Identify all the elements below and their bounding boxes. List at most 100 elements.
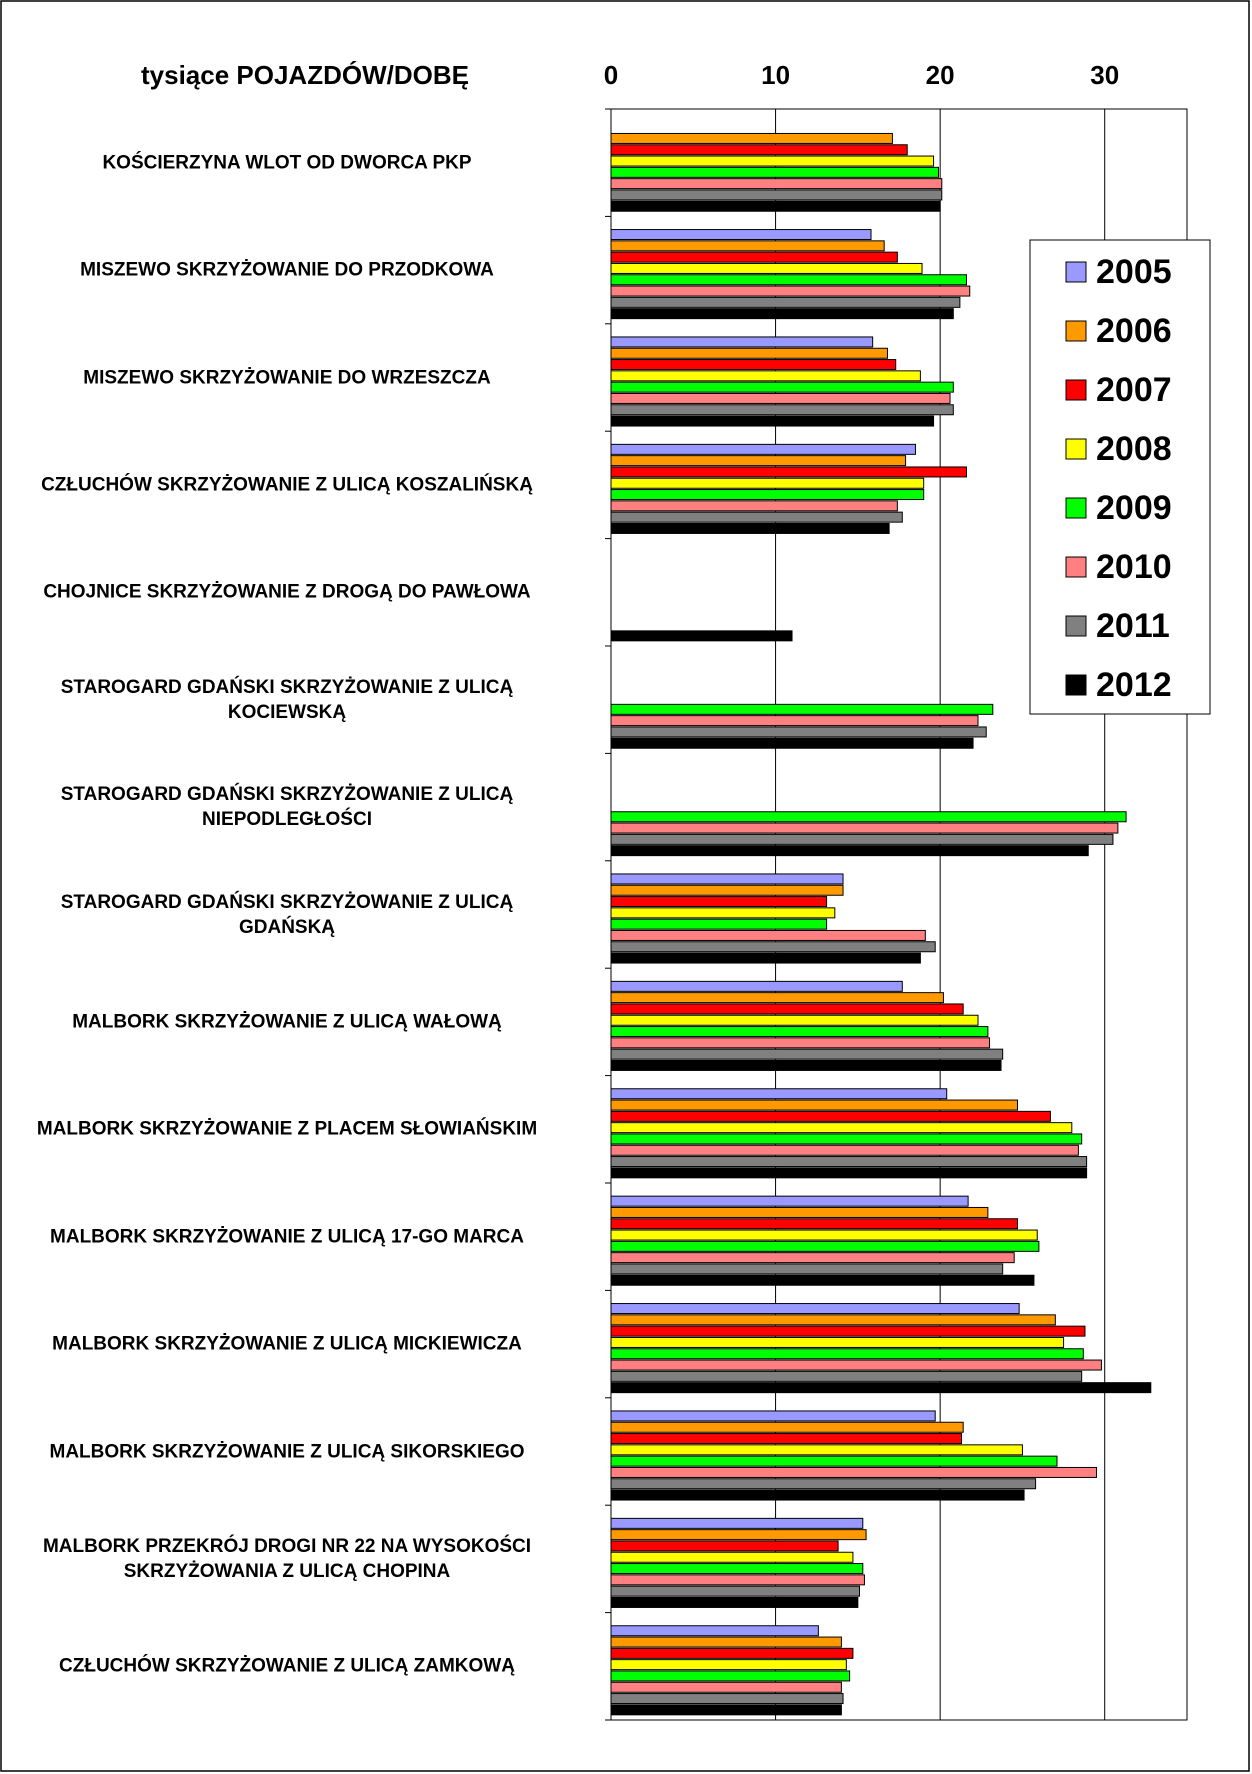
y-tick-label: MALBORK SKRZYŻOWANIE Z ULICĄ 17-GO MARCA	[50, 1226, 524, 1248]
legend-label: 2005	[1096, 253, 1172, 291]
bar	[610, 1099, 1018, 1111]
bar	[610, 1314, 1056, 1326]
bar	[610, 822, 1119, 834]
bar	[610, 1410, 936, 1422]
bar	[610, 285, 971, 297]
bar	[610, 1681, 842, 1693]
bar	[610, 132, 893, 144]
bar	[610, 455, 907, 467]
bar	[610, 845, 1089, 857]
bar	[610, 1563, 864, 1575]
bar	[610, 1240, 1040, 1252]
legend-label: 2008	[1096, 430, 1172, 468]
bar	[610, 200, 941, 212]
bar	[610, 1167, 1088, 1179]
bar	[610, 251, 898, 263]
bar	[610, 1325, 1086, 1337]
bar	[610, 1348, 1084, 1360]
x-tick-label: 0	[604, 60, 618, 90]
bar	[610, 415, 935, 427]
bar	[610, 952, 921, 964]
bar	[610, 1088, 948, 1100]
y-tick-label: MALBORK SKRZYŻOWANIE Z ULICĄ SIKORSKIEGO	[49, 1441, 525, 1462]
legend-swatch	[1065, 261, 1087, 283]
legend-swatch	[1065, 674, 1087, 696]
bar	[610, 630, 793, 642]
bar	[610, 1421, 964, 1433]
bar	[610, 1263, 1004, 1275]
bar	[610, 229, 872, 241]
y-tick-label: MALBORK PRZEKRÓJ DROGI NR 22 NA WYSOKOŚC…	[42, 1535, 532, 1582]
legend-label: 2006	[1096, 312, 1172, 350]
bar	[610, 907, 836, 919]
bar	[610, 144, 908, 156]
bar	[610, 359, 897, 371]
bar	[610, 1466, 1097, 1478]
y-tick-label: STAROGARD GDAŃSKI SKRZYŻOWANIE Z ULICĄ N…	[60, 784, 514, 831]
bar	[610, 1478, 1037, 1490]
bar	[610, 477, 925, 489]
bar	[610, 443, 916, 455]
bar	[610, 1122, 1073, 1134]
bar	[610, 178, 943, 190]
bar	[610, 1252, 1015, 1264]
bar	[610, 1444, 1023, 1456]
y-tick-label: MALBORK SKRZYŻOWANIE Z PLACEM SŁOWIAŃSKI…	[36, 1118, 538, 1140]
bar	[610, 489, 925, 501]
bar	[610, 1195, 969, 1207]
bar	[610, 500, 898, 512]
bar	[610, 1693, 844, 1705]
bar	[610, 1704, 842, 1716]
bar	[610, 166, 939, 178]
y-tick-label: MISZEWO SKRZYŻOWANIE DO PRZODKOWA	[80, 259, 494, 281]
bar	[610, 1048, 1004, 1060]
legend-swatch	[1065, 320, 1087, 342]
bar	[610, 737, 974, 749]
bar	[610, 703, 994, 715]
bar	[610, 896, 828, 908]
bar	[610, 1229, 1038, 1241]
legend-label: 2011	[1096, 607, 1170, 645]
legend-swatch	[1065, 556, 1087, 578]
bar	[610, 1540, 839, 1552]
y-tick-label: STAROGARD GDAŃSKI SKRZYŻOWANIE Z ULICĄ K…	[60, 676, 514, 723]
bar	[610, 1218, 1018, 1230]
bar	[610, 1585, 861, 1597]
bar	[610, 1647, 854, 1659]
bar	[610, 715, 979, 727]
bar	[610, 1433, 963, 1445]
bar	[610, 1596, 859, 1608]
bar	[610, 1489, 1025, 1501]
y-tick-label: CZŁUCHÓW SKRZYŻOWANIE Z ULICĄ ZAMKOWĄ	[59, 1655, 515, 1677]
bar	[610, 941, 936, 953]
legend-label: 2010	[1096, 548, 1172, 586]
legend-label: 2009	[1096, 489, 1172, 527]
bar	[610, 811, 1127, 823]
legend-swatch	[1065, 497, 1087, 519]
bar	[610, 1303, 1020, 1315]
bar	[610, 336, 874, 348]
bar	[610, 1206, 989, 1218]
bar	[610, 1551, 854, 1563]
bar	[610, 1037, 991, 1049]
y-tick-label: STAROGARD GDAŃSKI SKRZYŻOWANIE Z ULICĄ G…	[60, 891, 514, 938]
bar	[610, 1382, 1152, 1394]
bar	[610, 1670, 851, 1682]
bar	[610, 1274, 1035, 1286]
bar	[610, 308, 954, 320]
bar	[610, 1517, 864, 1529]
bar	[610, 392, 951, 404]
bar	[610, 1336, 1065, 1348]
legend-swatch	[1065, 438, 1087, 460]
bar	[610, 1003, 964, 1015]
y-tick-label: MALBORK SKRZYŻOWANIE Z ULICĄ MICKIEWICZA	[52, 1333, 522, 1355]
bar	[610, 347, 888, 359]
bar	[610, 1014, 979, 1026]
bar	[610, 1133, 1083, 1145]
bar	[610, 1359, 1102, 1371]
bar	[610, 1574, 865, 1586]
bar	[610, 189, 943, 201]
legend-swatch	[1065, 615, 1087, 637]
